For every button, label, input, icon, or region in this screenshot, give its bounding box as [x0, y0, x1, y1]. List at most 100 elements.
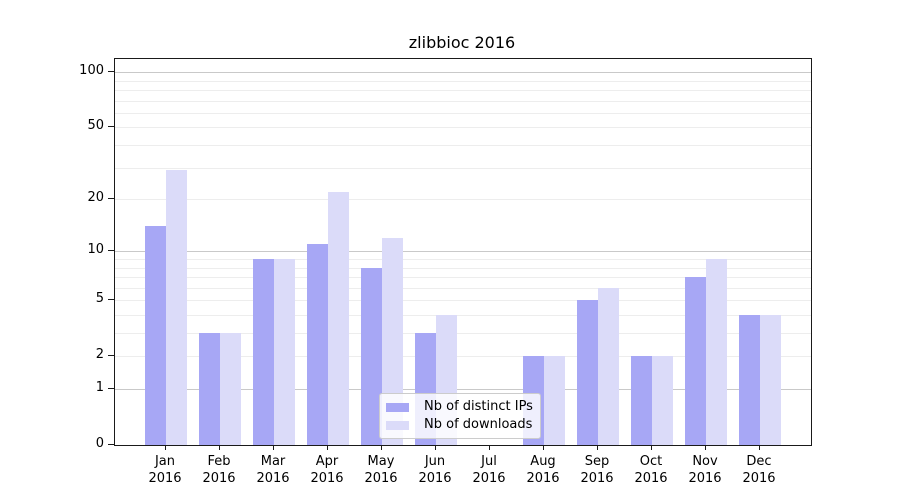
x-tick-label-nov: Nov 2016	[688, 454, 722, 486]
y-tick-mark-5	[108, 299, 114, 301]
month-group-aug	[517, 59, 571, 445]
bar-distinct-ips-feb	[199, 333, 220, 445]
bar-downloads-mar	[274, 259, 295, 445]
x-tick-label-feb: Feb 2016	[202, 454, 236, 486]
month-group-nov	[679, 59, 733, 445]
bar-downloads-apr	[328, 191, 349, 445]
bar-distinct-ips-may	[361, 267, 382, 445]
gridline-90	[115, 80, 811, 82]
gridline-1	[115, 389, 811, 391]
x-tick-mark-apr	[327, 445, 328, 450]
y-tick-mark-50	[108, 126, 114, 128]
x-tick-label-jan: Jan 2016	[148, 454, 182, 486]
month-group-sep	[571, 59, 625, 445]
y-tick-mark-100	[108, 71, 114, 73]
y-tick-label-5: 5	[95, 291, 104, 307]
y-tick-label-2: 2	[95, 347, 104, 363]
gridline-2	[115, 356, 811, 358]
y-tick-label-50: 50	[87, 118, 104, 134]
x-tick-mark-mar	[273, 445, 274, 450]
month-group-dec	[733, 59, 787, 445]
month-group-oct	[625, 59, 679, 445]
gridline-80	[115, 90, 811, 92]
gridline-4	[115, 315, 811, 316]
gridline-60	[115, 112, 811, 114]
legend-item-downloads: Nb of downloads	[386, 416, 533, 434]
x-tick-label-aug: Aug 2016	[526, 454, 560, 486]
y-tick-mark-2	[108, 355, 114, 357]
x-tick-label-jun: Jun 2016	[418, 454, 452, 486]
bar-distinct-ips-nov	[685, 277, 706, 445]
month-group-jul	[463, 59, 517, 445]
x-tick-mark-dec	[759, 445, 760, 450]
gridline-100	[115, 72, 811, 74]
legend-item-distinct-ips: Nb of distinct IPs	[386, 398, 533, 416]
gridline-40	[115, 145, 811, 147]
x-tick-label-dec: Dec 2016	[742, 454, 776, 486]
y-tick-label-20: 20	[87, 190, 104, 206]
x-tick-mark-aug	[543, 445, 544, 450]
month-group-jun	[409, 59, 463, 445]
gridline-8	[115, 267, 811, 269]
gridline-5	[115, 300, 811, 302]
bar-distinct-ips-sep	[577, 300, 598, 445]
gridline-3	[115, 333, 811, 335]
bar-downloads-aug	[544, 356, 565, 445]
gridline-20	[115, 199, 811, 201]
legend-label-downloads: Nb of downloads	[424, 417, 533, 432]
month-group-mar	[247, 59, 301, 445]
x-tick-label-sep: Sep 2016	[580, 454, 614, 486]
gridline-7	[115, 277, 811, 279]
plot-area: Nb of distinct IPs Nb of downloads	[114, 58, 812, 446]
gridline-6	[115, 287, 811, 289]
x-tick-mark-may	[381, 445, 382, 450]
y-tick-mark-20	[108, 198, 114, 200]
month-group-jan	[139, 59, 193, 445]
x-tick-mark-jul	[489, 445, 490, 450]
x-tick-label-may: May 2016	[364, 454, 398, 486]
bar-distinct-ips-dec	[739, 315, 760, 445]
bar-distinct-ips-mar	[253, 259, 274, 445]
y-tick-mark-10	[108, 250, 114, 252]
y-tick-mark-0	[108, 444, 114, 445]
gridline-50	[115, 127, 811, 129]
month-group-feb	[193, 59, 247, 445]
gridline-70	[115, 100, 811, 102]
x-tick-label-oct: Oct 2016	[634, 454, 668, 486]
gridline-9	[115, 259, 811, 261]
month-group-apr	[301, 59, 355, 445]
x-tick-mark-nov	[705, 445, 706, 450]
bar-distinct-ips-apr	[307, 244, 328, 445]
y-tick-label-0: 0	[95, 436, 104, 451]
gridline-10	[115, 251, 811, 253]
y-tick-mark-1	[108, 388, 114, 390]
chart-title: zlibbioc 2016	[408, 33, 516, 52]
legend-swatch-distinct-ips	[386, 402, 409, 412]
bar-downloads-dec	[760, 315, 781, 445]
x-tick-mark-jan	[165, 445, 166, 450]
month-group-may	[355, 59, 409, 445]
bar-downloads-feb	[220, 333, 241, 445]
bar-downloads-oct	[652, 356, 673, 445]
bar-downloads-nov	[706, 259, 727, 445]
bar-distinct-ips-jan	[145, 226, 166, 445]
legend-label-distinct-ips: Nb of distinct IPs	[424, 399, 533, 414]
legend: Nb of distinct IPs Nb of downloads	[379, 393, 541, 439]
x-tick-mark-jun	[435, 445, 436, 450]
x-tick-label-jul: Jul 2016	[472, 454, 506, 486]
bars-layer	[115, 59, 811, 445]
x-tick-mark-feb	[219, 445, 220, 450]
x-tick-label-apr: Apr 2016	[310, 454, 344, 486]
legend-swatch-downloads	[386, 420, 409, 430]
x-tick-label-mar: Mar 2016	[256, 454, 290, 486]
y-tick-label-1: 1	[95, 380, 104, 396]
gridline-30	[115, 167, 811, 169]
x-tick-mark-oct	[651, 445, 652, 450]
x-tick-mark-sep	[597, 445, 598, 450]
y-tick-label-10: 10	[87, 242, 104, 258]
bar-downloads-sep	[598, 287, 619, 445]
y-tick-label-100: 100	[79, 63, 104, 79]
bar-downloads-jan	[166, 170, 187, 445]
bar-distinct-ips-oct	[631, 356, 652, 445]
